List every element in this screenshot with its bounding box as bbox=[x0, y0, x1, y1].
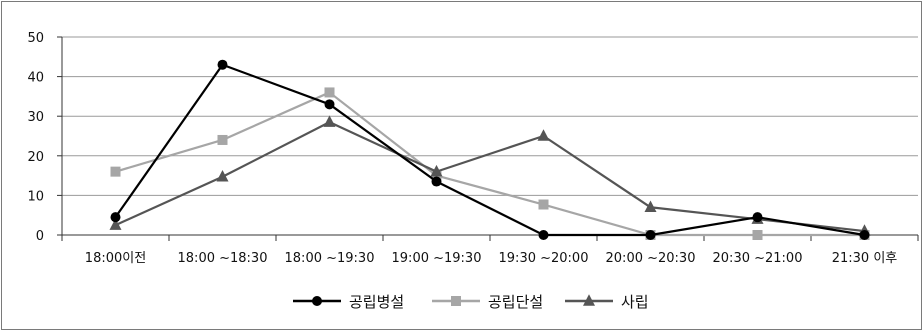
y-tick-label: 0 bbox=[36, 229, 44, 244]
data-point-series-3 bbox=[537, 129, 550, 141]
data-point-series-3 bbox=[216, 170, 229, 182]
data-point-series-2 bbox=[217, 134, 228, 145]
data-point-series-3 bbox=[323, 115, 336, 127]
data-point-series-1 bbox=[752, 212, 763, 223]
data-point-series-3 bbox=[430, 164, 443, 177]
x-tick-label: 20:00 ~20:30 bbox=[606, 251, 696, 266]
data-point-series-1 bbox=[217, 59, 228, 70]
y-tick-label: 20 bbox=[27, 150, 44, 165]
data-point-series-1 bbox=[538, 230, 549, 240]
data-point-series-2 bbox=[110, 166, 121, 177]
legend-marker-2 bbox=[451, 296, 461, 306]
x-tick-label: 21:30 이후 bbox=[832, 251, 898, 266]
data-point-series-1 bbox=[431, 176, 442, 187]
data-point-series-1 bbox=[110, 212, 121, 223]
x-tick-label: 18:00 ~19:30 bbox=[285, 251, 375, 266]
x-tick-label: 19:00 ~19:30 bbox=[392, 251, 482, 266]
y-tick-label: 10 bbox=[27, 189, 44, 204]
data-point-series-3 bbox=[109, 218, 122, 230]
x-tick-label: 18:00 ~18:30 bbox=[178, 251, 268, 266]
legend-marker-3 bbox=[583, 294, 595, 306]
data-point-series-2 bbox=[538, 199, 549, 210]
data-point-series-1 bbox=[859, 230, 870, 240]
legend-marker-1 bbox=[312, 296, 322, 306]
data-point-series-2 bbox=[752, 230, 763, 240]
legend-label-1: 공립병설 bbox=[349, 293, 404, 311]
series-line-1 bbox=[114, 63, 865, 237]
data-point-series-1 bbox=[645, 230, 656, 240]
series-line-3 bbox=[115, 121, 865, 233]
data-point-series-3 bbox=[644, 200, 657, 213]
series-line-2 bbox=[115, 91, 865, 237]
x-tick-label: 18:00이전 bbox=[85, 251, 146, 266]
y-tick-label: 50 bbox=[27, 31, 44, 46]
x-tick-label: 19:30 ~20:00 bbox=[499, 251, 589, 266]
x-tick-label: 20:30 ~21:00 bbox=[713, 251, 803, 266]
legend-label-3: 사립 bbox=[621, 293, 649, 311]
data-point-series-1 bbox=[324, 99, 335, 110]
y-tick-label: 30 bbox=[27, 110, 44, 125]
data-point-series-2 bbox=[324, 87, 335, 98]
y-tick-label: 40 bbox=[27, 71, 44, 86]
legend-label-2: 공립단설 bbox=[488, 293, 543, 311]
